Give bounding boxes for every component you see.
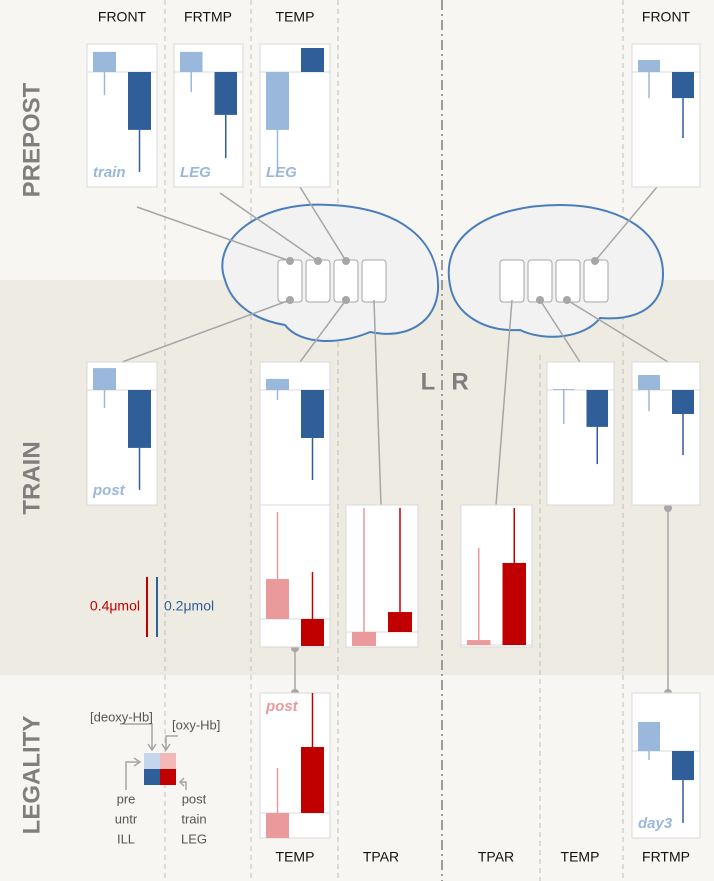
column-header: TEMP (561, 849, 600, 865)
column-separators (164, 0, 624, 881)
bar (502, 562, 526, 645)
bar (93, 51, 116, 72)
bar (638, 721, 660, 751)
band-legality (0, 675, 714, 881)
legend-post: post (182, 791, 207, 806)
column-header: FRTMP (642, 849, 690, 865)
bar (180, 51, 203, 72)
bar (301, 747, 324, 813)
legend-pre: untr (115, 811, 138, 826)
hemisphere-label: L (421, 368, 436, 395)
legend-oxy: [oxy-Hb] (172, 717, 220, 732)
panel-label: train (93, 164, 126, 181)
bar (301, 619, 324, 646)
hemisphere-label: R (451, 368, 468, 395)
bar (128, 72, 151, 130)
panel-label: day3 (638, 815, 673, 832)
panel-label: post (92, 482, 126, 499)
bar (586, 390, 608, 427)
bar (266, 578, 289, 619)
bar (93, 368, 116, 390)
column-header: TEMP (276, 849, 315, 865)
bar (214, 72, 237, 115)
bar (266, 378, 289, 390)
scale-label-red: 0.4μmol (90, 598, 140, 614)
bar (672, 72, 694, 99)
column-header: FRTMP (184, 9, 232, 25)
legend-pre: ILL (117, 831, 135, 846)
panel (345, 504, 419, 648)
panel-label: post (265, 698, 299, 715)
panel-label: LEG (180, 164, 211, 181)
column-header: TPAR (363, 849, 399, 865)
connectors (121, 186, 672, 697)
column-header: TPAR (478, 849, 514, 865)
legend-post: train (181, 811, 206, 826)
bar (301, 48, 324, 72)
legend: [deoxy-Hb] [oxy-Hb] pre untr ILL post tr… (90, 709, 220, 846)
column-header: TEMP (276, 9, 315, 25)
panel (631, 692, 701, 839)
bar (638, 60, 660, 72)
bar (352, 632, 376, 646)
scale-label-blue: 0.2μmol (164, 598, 214, 614)
bar (638, 375, 660, 390)
bar (301, 390, 324, 438)
bar (672, 390, 694, 414)
row-label: PREPOST (18, 82, 45, 197)
legend-post: LEG (181, 831, 207, 846)
panel (546, 361, 615, 506)
column-header: FRONT (98, 9, 147, 25)
column-header: FRONT (642, 9, 691, 25)
bar (266, 72, 289, 130)
legend-deoxy: [deoxy-Hb] (90, 709, 153, 724)
bar (388, 612, 412, 632)
panel-label: LEG (266, 164, 297, 181)
bar (266, 813, 289, 839)
legend-pre: pre (117, 791, 136, 806)
bar (467, 640, 491, 645)
row-label: LEGALITY (18, 716, 45, 835)
bar (128, 390, 151, 448)
row-label: TRAIN (18, 441, 45, 514)
bar (672, 751, 694, 781)
bar (553, 389, 575, 390)
